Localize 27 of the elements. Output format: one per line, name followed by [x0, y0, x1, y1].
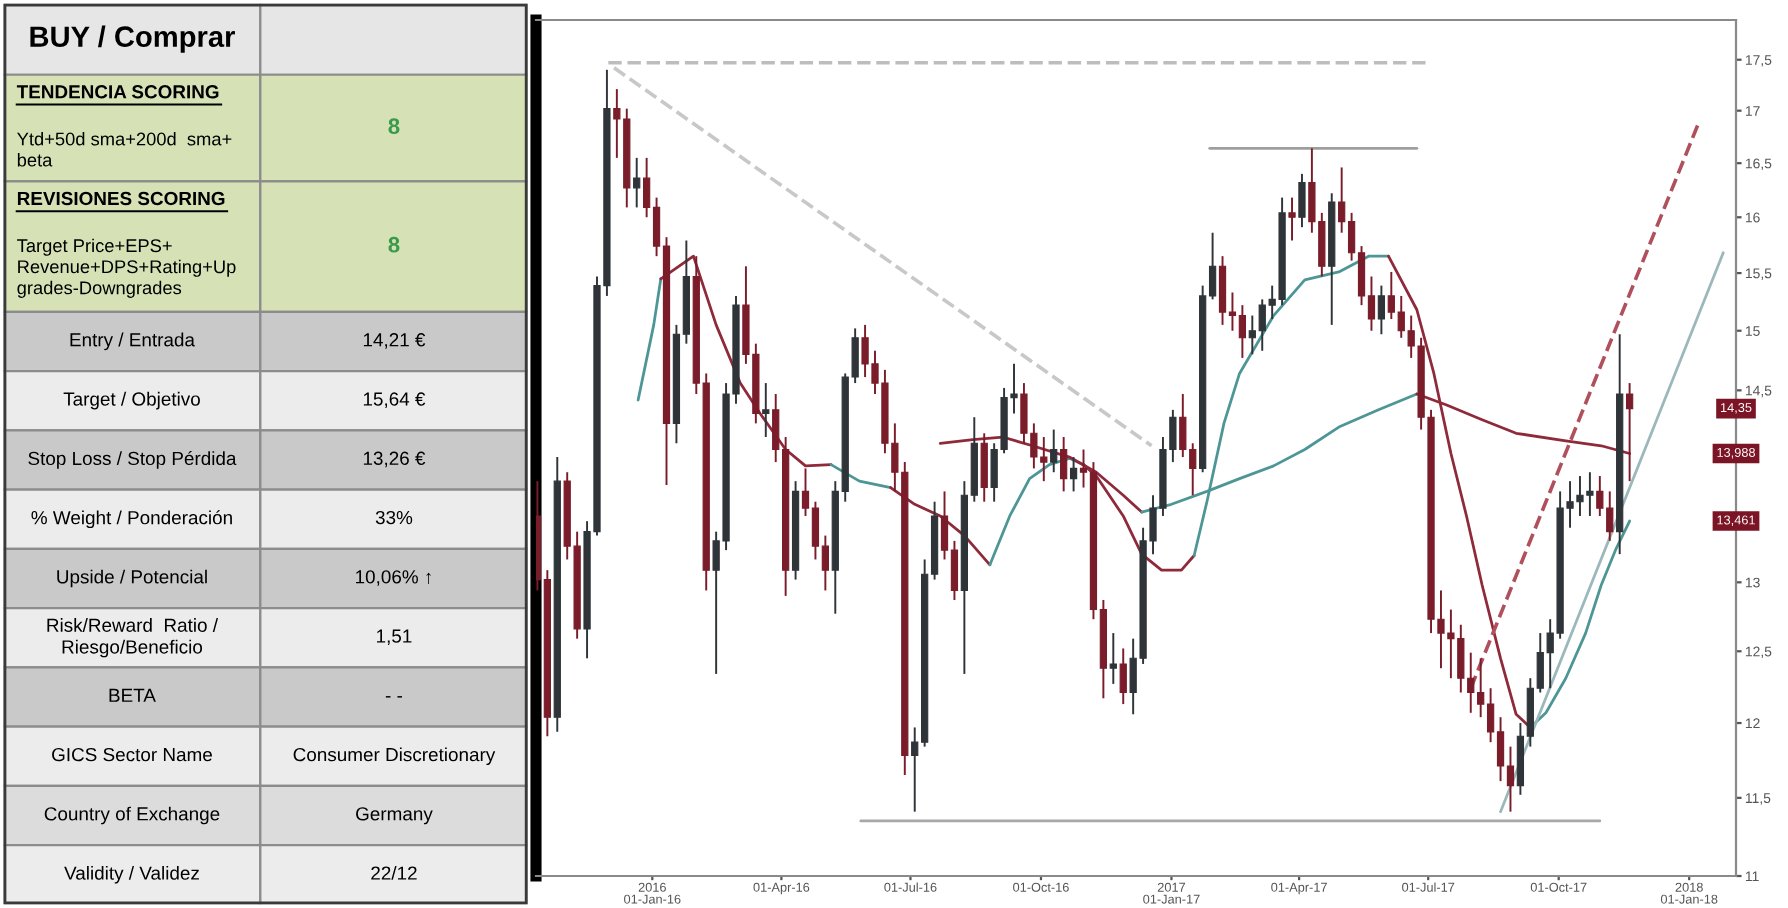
category-label: Validity / Validez	[64, 865, 199, 884]
text: 8	[388, 118, 400, 135]
text: 15,64 €	[363, 392, 426, 408]
category-label: Upside / Potencial	[57, 569, 207, 588]
category-label: Stop Loss / Stop Pérdida	[28, 451, 237, 469]
category-label: REVISIONES SCORING	[17, 191, 225, 206]
text: 22/12	[371, 865, 417, 880]
text: 14,21 €	[363, 333, 426, 349]
text: 10,06% ↑	[356, 570, 431, 586]
category-label: TENDENCIA SCORING	[16, 85, 219, 99]
category-label: Ytd+50d sma+200d sma+ beta	[17, 132, 232, 167]
category-label: GICS Sector Name	[52, 747, 212, 762]
text: BUY / Comprar	[30, 25, 235, 53]
text: Germany	[356, 807, 433, 825]
category-label: Target / Objetivo	[63, 391, 200, 410]
category-label: % Weight / Ponderación	[31, 510, 232, 529]
category-label: Entry / Entrada	[70, 332, 195, 351]
text: 13,26 €	[363, 451, 426, 468]
text: 1,51	[377, 629, 412, 645]
category-label: Country of Exchange	[44, 806, 220, 825]
category-label: Risk/Reward Ratio / Riesgo/Beneficio	[47, 618, 219, 658]
category-label: BETA	[109, 688, 156, 702]
text: 8	[388, 236, 400, 253]
text: - -	[385, 696, 403, 698]
category-label: Target Price+EPS+ Revenue+DPS+Rating+Up grades-Downgrades	[17, 238, 236, 298]
text: 33%	[375, 510, 413, 525]
text: Consumer Discretionary	[293, 747, 496, 766]
